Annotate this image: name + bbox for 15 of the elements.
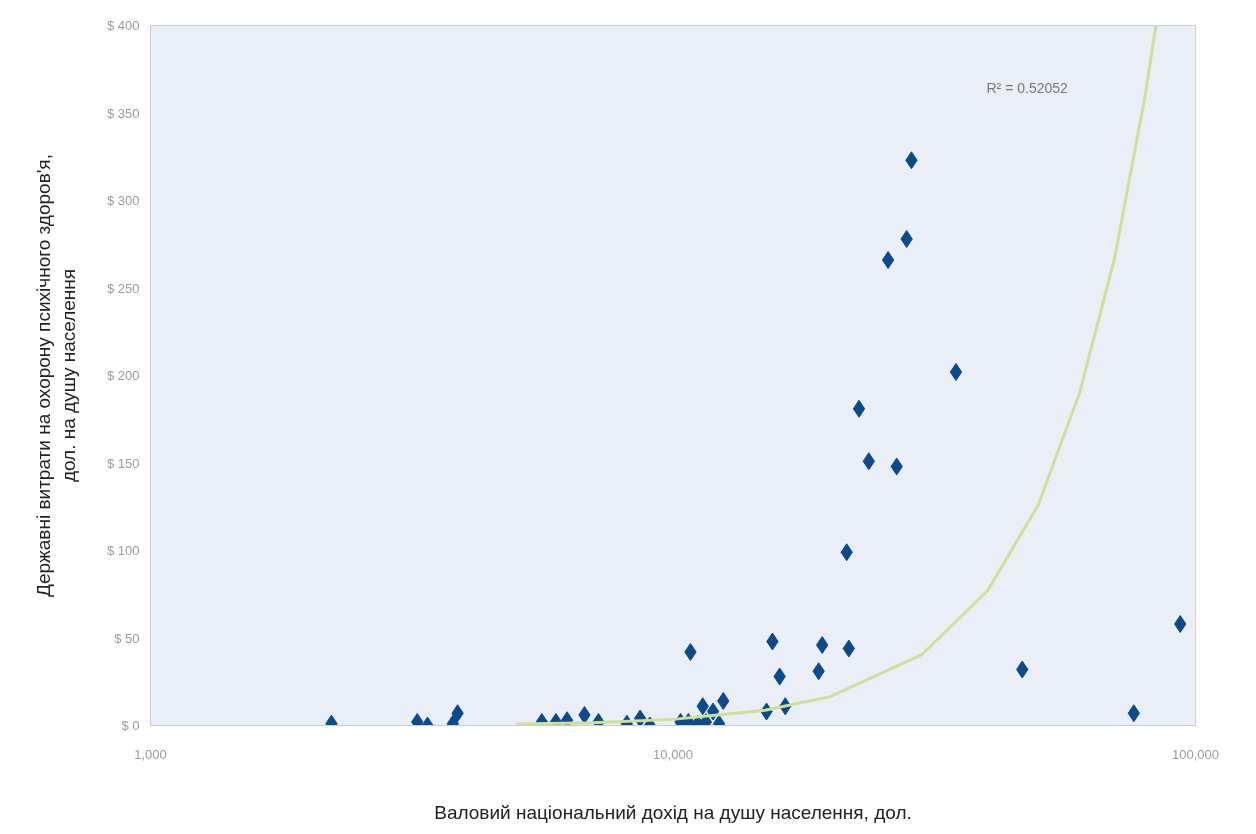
y-axis-title: Державні витрати на охорону психічного здоров'я, дол. на душу населення: [32, 154, 79, 597]
y-tick-label: $ 150: [106, 455, 140, 471]
y-tick-label: $ 400: [106, 18, 140, 33]
y-tick-label: $ 300: [106, 193, 140, 208]
x-tick-label: 100,000: [1172, 746, 1219, 762]
x-tick-label: 1,000: [134, 746, 167, 762]
y-tick-label: $ 250: [106, 280, 140, 296]
y-tick-label: $ 350: [106, 105, 140, 121]
y-tick-label: $ 200: [106, 368, 140, 383]
x-axis-title: Валовий національний дохід на душу населення, дол.: [434, 801, 912, 823]
y-tick-label: $ 0: [121, 718, 140, 733]
y-tick-label: $ 50: [114, 630, 140, 646]
y-tick-label: $ 100: [106, 543, 140, 558]
annotation: R² = 0.52052: [986, 79, 1069, 96]
x-tick-label: 10,000: [653, 746, 693, 762]
